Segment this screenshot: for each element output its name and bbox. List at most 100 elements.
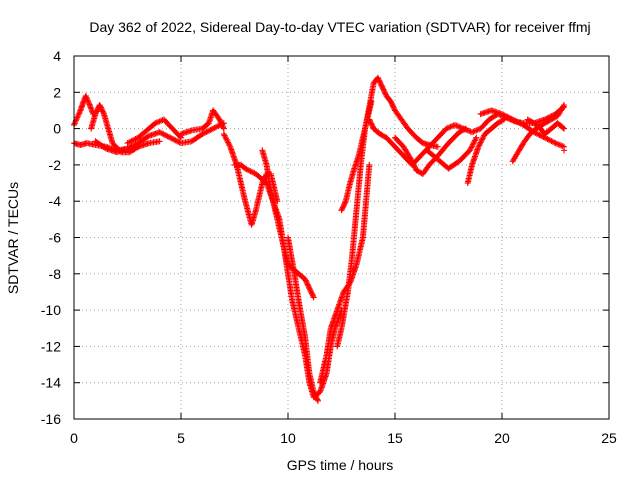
data-point <box>199 131 206 138</box>
data-point <box>200 130 207 137</box>
data-point <box>305 282 312 289</box>
data-point <box>544 136 551 143</box>
data-point <box>509 116 516 123</box>
data-point <box>551 139 558 146</box>
data-point <box>409 158 416 165</box>
data-point <box>469 129 476 136</box>
data-point <box>161 131 168 138</box>
data-point <box>99 107 106 114</box>
data-point <box>216 116 223 123</box>
data-point <box>171 136 178 143</box>
data-point <box>559 143 566 150</box>
data-point <box>467 145 474 152</box>
data-point <box>124 140 131 147</box>
data-point <box>478 138 485 145</box>
data-point <box>226 142 233 149</box>
data-point <box>447 123 454 130</box>
data-point <box>513 118 520 125</box>
data-point <box>247 168 254 175</box>
data-point <box>164 133 171 140</box>
data-point <box>409 159 416 166</box>
data-point <box>218 121 225 128</box>
plot-frame <box>73 55 610 420</box>
data-point <box>504 113 511 120</box>
data-point <box>390 103 397 110</box>
data-point <box>338 207 345 214</box>
data-point <box>243 166 250 173</box>
data-point <box>556 141 563 148</box>
data-point <box>246 167 253 174</box>
data-point <box>388 99 395 106</box>
data-point <box>313 393 320 400</box>
data-point <box>128 143 135 150</box>
data-point <box>156 118 163 125</box>
data-point <box>449 123 456 130</box>
y-tick-label: -8 <box>49 266 62 282</box>
data-point <box>203 129 210 136</box>
data-point <box>202 129 209 136</box>
data-point <box>410 160 417 167</box>
data-point <box>175 138 182 145</box>
data-point <box>173 138 180 145</box>
data-point <box>219 123 226 130</box>
data-point <box>369 123 376 130</box>
grid <box>74 56 609 419</box>
data-point <box>473 134 480 141</box>
data-point <box>390 104 397 111</box>
data-point <box>93 109 100 116</box>
data-point <box>310 294 317 301</box>
data-point <box>340 202 347 209</box>
data-point <box>208 126 215 133</box>
data-point <box>471 138 478 145</box>
data-point <box>380 87 387 94</box>
data-point <box>310 293 317 300</box>
data-point <box>535 131 542 138</box>
data-point <box>476 140 483 147</box>
data-point <box>222 133 229 140</box>
data-point <box>217 117 224 124</box>
data-point <box>342 199 349 206</box>
x-tick-label: 15 <box>387 430 403 446</box>
data-point <box>308 290 315 297</box>
data-point <box>225 139 232 146</box>
y-tick-label: -4 <box>49 193 62 209</box>
data-point <box>410 162 417 169</box>
data-point <box>375 76 382 83</box>
data-point <box>476 142 483 149</box>
data-point <box>160 131 167 138</box>
data-point <box>129 142 136 149</box>
data-point <box>474 126 481 133</box>
x-tick-label: 0 <box>70 430 78 446</box>
data-point <box>127 138 134 145</box>
data-point <box>157 129 164 136</box>
data-point <box>379 85 386 92</box>
data-point <box>339 205 346 212</box>
data-point <box>381 89 388 96</box>
data-point <box>207 126 214 133</box>
data-point <box>469 141 476 148</box>
data-point <box>303 278 310 285</box>
data-point <box>214 123 221 130</box>
x-tick-label: 10 <box>280 430 296 446</box>
data-point <box>411 163 418 170</box>
data-point <box>131 142 138 149</box>
x-tick-labels: 0 5 10 15 20 25 <box>70 430 617 446</box>
data-point <box>204 128 211 135</box>
data-point <box>545 136 552 143</box>
y-tick-label: -12 <box>41 338 61 354</box>
data-points <box>71 74 568 404</box>
y-tick-label: 2 <box>53 84 61 100</box>
data-point <box>172 137 179 144</box>
data-point <box>167 134 174 141</box>
data-point <box>152 120 159 127</box>
data-point <box>382 90 389 97</box>
data-point <box>125 144 132 151</box>
data-point <box>499 111 505 118</box>
data-point <box>96 102 103 109</box>
data-point <box>374 74 381 81</box>
y-axis-label: SDTVAR / TECUs <box>5 182 21 294</box>
data-point <box>511 117 518 124</box>
x-tick-label: 5 <box>177 430 185 446</box>
data-point <box>221 132 228 139</box>
data-point <box>471 128 478 135</box>
